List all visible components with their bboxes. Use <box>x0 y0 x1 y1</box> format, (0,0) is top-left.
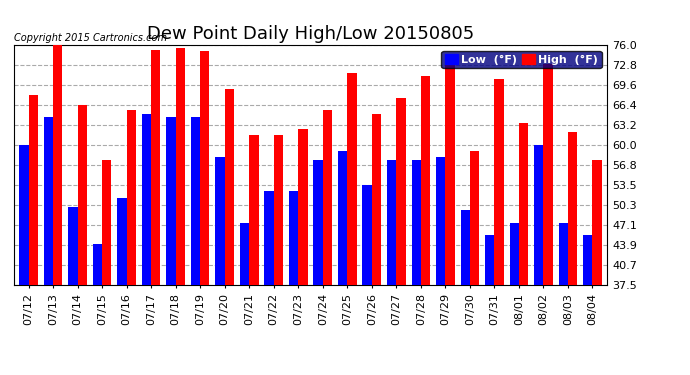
Bar <box>77 105 87 285</box>
Bar <box>362 185 372 285</box>
Bar <box>92 244 102 285</box>
Bar <box>436 157 445 285</box>
Bar <box>240 223 249 285</box>
Bar <box>264 192 274 285</box>
Bar <box>470 151 479 285</box>
Bar <box>176 48 185 285</box>
Bar <box>411 160 421 285</box>
Bar <box>593 160 602 285</box>
Bar <box>126 110 136 285</box>
Bar <box>191 117 200 285</box>
Bar <box>495 79 504 285</box>
Bar <box>43 117 53 285</box>
Bar <box>274 135 283 285</box>
Bar <box>519 123 529 285</box>
Bar <box>485 235 495 285</box>
Bar <box>347 73 357 285</box>
Bar <box>387 160 396 285</box>
Bar <box>19 145 28 285</box>
Bar <box>372 114 381 285</box>
Bar <box>323 111 332 285</box>
Bar <box>460 210 470 285</box>
Bar <box>68 207 77 285</box>
Bar <box>338 151 347 285</box>
Bar <box>249 135 259 285</box>
Bar <box>215 157 225 285</box>
Bar <box>289 192 298 285</box>
Bar <box>544 64 553 285</box>
Bar <box>151 50 161 285</box>
Bar <box>102 160 111 285</box>
Bar <box>166 117 176 285</box>
Bar <box>510 223 519 285</box>
Bar <box>396 98 406 285</box>
Title: Dew Point Daily High/Low 20150805: Dew Point Daily High/Low 20150805 <box>147 26 474 44</box>
Bar <box>28 95 38 285</box>
Bar <box>445 57 455 285</box>
Bar <box>225 88 234 285</box>
Bar <box>298 129 308 285</box>
Bar <box>421 76 430 285</box>
Bar <box>117 198 126 285</box>
Bar <box>534 145 544 285</box>
Text: Copyright 2015 Cartronics.com: Copyright 2015 Cartronics.com <box>14 33 167 43</box>
Bar <box>583 235 593 285</box>
Bar <box>313 160 323 285</box>
Legend: Low  (°F), High  (°F): Low (°F), High (°F) <box>442 51 602 68</box>
Bar <box>559 223 568 285</box>
Bar <box>53 45 62 285</box>
Bar <box>568 132 578 285</box>
Bar <box>142 114 151 285</box>
Bar <box>200 51 210 285</box>
